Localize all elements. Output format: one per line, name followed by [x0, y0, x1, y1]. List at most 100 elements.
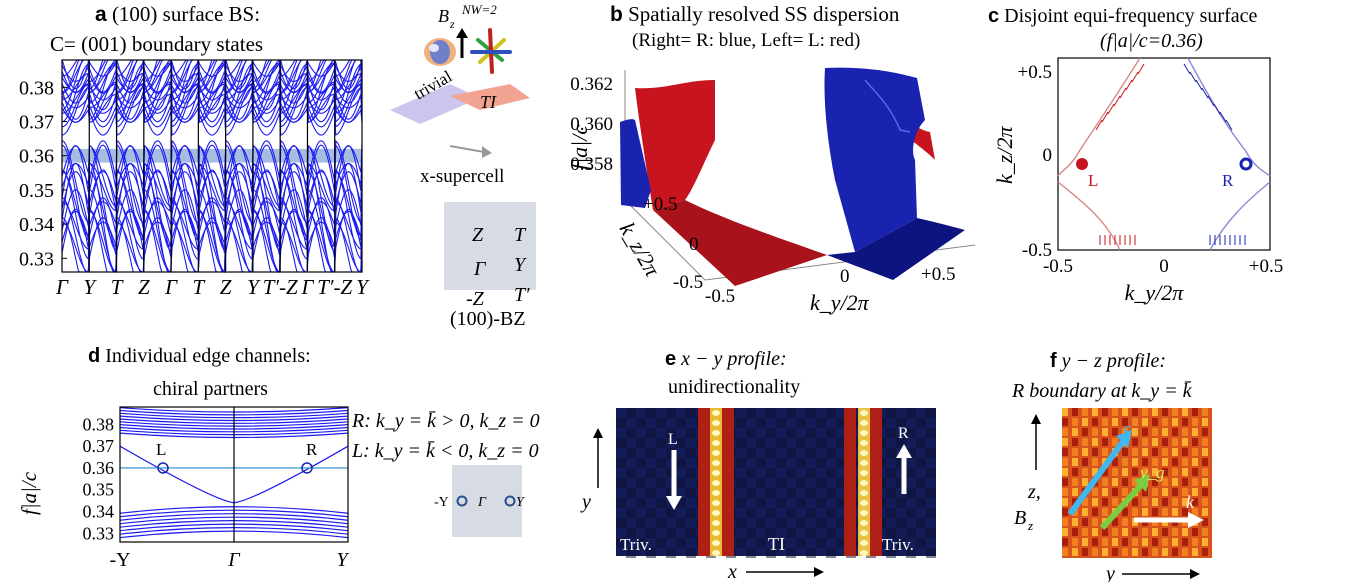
pattern-cell	[646, 488, 656, 498]
pattern-cell	[756, 518, 766, 528]
hot-spot	[712, 430, 720, 436]
edge-stripe	[870, 408, 882, 556]
pattern-cell	[1202, 478, 1208, 486]
pattern-cell	[816, 418, 826, 428]
pattern-cell	[896, 498, 906, 508]
pattern-cell	[1082, 468, 1088, 476]
pattern-cell	[656, 518, 666, 528]
pattern-cell	[826, 448, 836, 458]
pattern-cell	[1132, 478, 1138, 486]
pattern-cell	[686, 408, 696, 418]
pattern-cell	[1172, 438, 1178, 446]
pattern-cell	[1132, 508, 1138, 516]
pattern-cell	[1092, 548, 1098, 556]
pattern-cell	[686, 448, 696, 458]
band-line	[61, 63, 363, 104]
pattern-cell	[1092, 468, 1098, 476]
pattern-cell	[1062, 548, 1068, 556]
field-arrow-icon	[456, 28, 468, 58]
pattern-cell	[636, 418, 646, 428]
velocity-tick	[1095, 119, 1103, 131]
pattern-cell	[746, 548, 756, 558]
pattern-cell	[786, 448, 796, 458]
pattern-cell	[926, 408, 936, 418]
y-arrowhead	[593, 428, 603, 438]
xtick-label: +0.5	[1249, 256, 1283, 277]
hot-spot	[860, 520, 868, 526]
x-axis-label: x	[727, 561, 737, 582]
pattern-cell	[1182, 448, 1188, 456]
pattern-cell	[816, 478, 826, 488]
pattern-cell	[1182, 458, 1188, 466]
pattern-cell	[836, 538, 846, 548]
pattern-cell	[656, 438, 666, 448]
point-Y	[504, 495, 516, 507]
k-arrowhead	[1188, 512, 1204, 528]
pattern-cell	[916, 498, 926, 508]
pattern-cell	[1182, 428, 1188, 436]
pattern-cell	[1152, 508, 1158, 516]
pattern-cell	[636, 518, 646, 528]
pattern-cell	[766, 428, 776, 438]
pattern-cell	[1192, 438, 1198, 446]
pattern-cell	[626, 488, 636, 498]
pattern-cell	[1122, 548, 1128, 556]
blue-surface	[827, 218, 965, 280]
band-line	[61, 170, 363, 248]
pattern-cell	[766, 548, 776, 558]
pattern-cell	[686, 548, 696, 558]
L-label: L	[668, 431, 678, 448]
velocity-tick	[1113, 95, 1121, 107]
xtick-label: Γ	[300, 275, 314, 299]
bz-Tprime: T′	[514, 284, 530, 306]
pattern-cell	[616, 498, 626, 508]
pattern-cell	[1202, 468, 1208, 476]
pattern-cell	[1162, 488, 1168, 496]
pattern-cell	[826, 528, 836, 538]
pattern-cell	[1092, 428, 1098, 436]
pattern-cell	[686, 488, 696, 498]
pattern-cell	[666, 468, 676, 478]
pattern-cell	[626, 468, 636, 478]
ytick-label: 0.34	[19, 214, 54, 236]
pattern-cell	[616, 478, 626, 488]
pattern-cell	[766, 408, 776, 418]
pattern-cell	[1072, 538, 1078, 546]
pattern-cell	[1122, 418, 1128, 426]
pattern-cell	[886, 448, 896, 458]
pattern-cell	[1172, 488, 1178, 496]
hot-spot	[712, 460, 720, 466]
band-line	[61, 59, 363, 77]
pattern-cell	[826, 488, 836, 498]
Bz-sub: z	[1027, 518, 1033, 533]
pattern-cell	[796, 478, 806, 488]
pattern-cell	[1082, 458, 1088, 466]
pattern-cell	[1202, 548, 1208, 556]
pattern-cell	[1132, 408, 1138, 416]
panel-f-title-2: R boundary at k_y = k̄	[1012, 380, 1192, 402]
pattern-cell	[1192, 408, 1198, 416]
xtick-label: Y	[336, 549, 349, 571]
pattern-cell	[686, 508, 696, 518]
band-line	[61, 72, 363, 101]
hot-spot	[860, 410, 868, 416]
ytick-label: 0.34	[83, 502, 115, 522]
pattern-cell	[1092, 518, 1098, 526]
pattern-cell	[836, 478, 846, 488]
pattern-cell	[746, 528, 756, 538]
panel-b-letter: b	[610, 3, 623, 26]
pattern-cell	[1082, 408, 1088, 416]
pattern-cell	[1082, 428, 1088, 436]
pattern-cell	[1172, 538, 1178, 546]
pattern-cell	[636, 498, 646, 508]
ytick-label: 0.37	[19, 112, 54, 134]
lattice-icon	[470, 28, 512, 74]
panel-d-title-text: Individual edge channels:	[105, 345, 311, 367]
pattern-cell	[1142, 498, 1148, 506]
pattern-cell	[786, 488, 796, 498]
supercell-label: x-supercell	[420, 166, 504, 187]
pattern-cell	[766, 488, 776, 498]
pattern-cell	[756, 418, 766, 428]
ytick-label: 0	[1043, 145, 1053, 166]
pattern-cell	[776, 498, 786, 508]
